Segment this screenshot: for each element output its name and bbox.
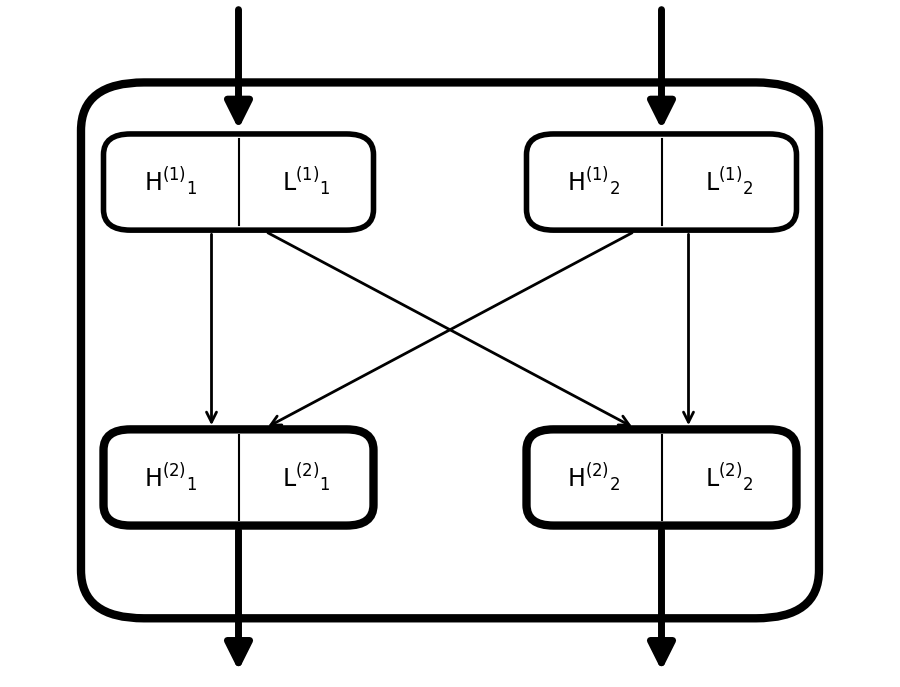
- Text: H$^{(2)}$$_1$: H$^{(2)}$$_1$: [144, 461, 198, 494]
- Text: L$^{(2)}$$_2$: L$^{(2)}$$_2$: [705, 461, 753, 494]
- FancyBboxPatch shape: [104, 134, 374, 230]
- FancyBboxPatch shape: [104, 429, 374, 526]
- Text: L$^{(2)}$$_1$: L$^{(2)}$$_1$: [282, 461, 330, 494]
- FancyBboxPatch shape: [526, 134, 796, 230]
- Text: H$^{(2)}$$_2$: H$^{(2)}$$_2$: [567, 461, 621, 494]
- Text: L$^{(1)}$$_1$: L$^{(1)}$$_1$: [282, 166, 330, 199]
- Text: L$^{(1)}$$_2$: L$^{(1)}$$_2$: [705, 166, 753, 199]
- Text: H$^{(1)}$$_2$: H$^{(1)}$$_2$: [567, 166, 621, 199]
- Text: H$^{(1)}$$_1$: H$^{(1)}$$_1$: [144, 166, 198, 199]
- FancyBboxPatch shape: [81, 82, 819, 618]
- FancyBboxPatch shape: [526, 429, 796, 526]
